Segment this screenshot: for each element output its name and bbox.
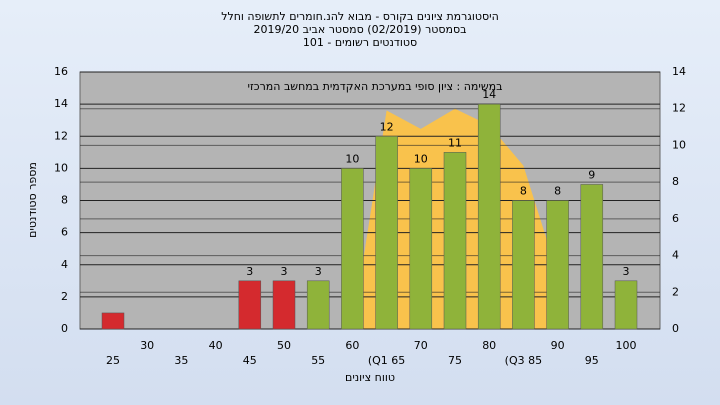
x-tick-label: 70 xyxy=(414,339,428,352)
bar xyxy=(238,280,262,330)
value-label: 9 xyxy=(588,168,595,181)
bar xyxy=(512,200,535,330)
y2-tick-label: 0 xyxy=(672,322,679,335)
x-tick-label: 90 xyxy=(551,339,565,352)
bar xyxy=(375,136,398,330)
value-label: 11 xyxy=(448,136,462,149)
x-tick-label: (Q1 65 xyxy=(368,354,405,367)
x-tick-label: 60 xyxy=(345,339,359,352)
bar xyxy=(477,103,501,330)
bar xyxy=(306,280,330,330)
y-tick-label: 16 xyxy=(54,65,68,78)
value-label: 8 xyxy=(554,185,561,198)
value-label: 3 xyxy=(623,265,630,278)
y-tick-label: 2 xyxy=(61,290,68,303)
title: היסטוגרמת ציונים בקורס - מבוא להנ.חומרים… xyxy=(221,10,499,23)
x-tick-label: 100 xyxy=(616,339,637,352)
y2-tick-label: 2 xyxy=(672,285,679,298)
value-label: 10 xyxy=(414,152,428,165)
y2-tick-label: 10 xyxy=(672,138,686,151)
value-label: 10 xyxy=(345,152,359,165)
bar xyxy=(272,280,296,330)
y2-tick-label: 4 xyxy=(672,249,679,262)
value-label: 8 xyxy=(520,185,527,198)
value-label: 12 xyxy=(380,120,394,133)
y-tick-label: 8 xyxy=(61,194,68,207)
value-label: 3 xyxy=(246,265,253,278)
bar xyxy=(341,168,364,330)
x-tick-label: 55 xyxy=(311,354,325,367)
y2-tick-label: 8 xyxy=(672,175,679,188)
annotation: במשימה : ציון סופי במערכת האקדמית במחשב … xyxy=(248,80,503,93)
x-tick-label: 40 xyxy=(209,339,223,352)
x-tick-label: 35 xyxy=(174,354,188,367)
bar xyxy=(580,184,604,330)
x-tick-label: 45 xyxy=(243,354,257,367)
x-tick-label: 50 xyxy=(277,339,291,352)
value-label: 14 xyxy=(482,88,496,101)
value-label: 3 xyxy=(315,265,322,278)
x-tick-label: (Q3 85 xyxy=(505,354,542,367)
x-tick-label: 80 xyxy=(482,339,496,352)
y2-tick-label: 6 xyxy=(672,212,679,225)
y-tick-label: 6 xyxy=(61,226,68,239)
bar xyxy=(614,280,638,330)
y-tick-label: 10 xyxy=(54,161,68,174)
y-tick-label: 14 xyxy=(54,97,68,110)
x-tick-label: 30 xyxy=(140,339,154,352)
bar xyxy=(101,312,125,330)
y2-tick-label: 12 xyxy=(672,102,686,115)
bar xyxy=(443,152,467,330)
title: בסמסטר (02/2019) סמסטר אביב 2019/20 xyxy=(253,23,466,36)
x-tick-label: 75 xyxy=(448,354,462,367)
y-tick-label: 0 xyxy=(61,322,68,335)
title: סטודנטים רשומים - 101 xyxy=(303,36,417,49)
y-tick-label: 12 xyxy=(54,129,68,142)
x-label: טווח ציונים xyxy=(345,371,395,384)
y-label: מספר סטודנטים xyxy=(26,162,39,238)
y-tick-label: 4 xyxy=(61,258,68,271)
x-tick-label: 95 xyxy=(585,354,599,367)
bar xyxy=(409,168,433,330)
y2-tick-label: 14 xyxy=(672,65,686,78)
bar xyxy=(546,200,569,330)
value-label: 3 xyxy=(281,265,288,278)
x-tick-label: 25 xyxy=(106,354,120,367)
